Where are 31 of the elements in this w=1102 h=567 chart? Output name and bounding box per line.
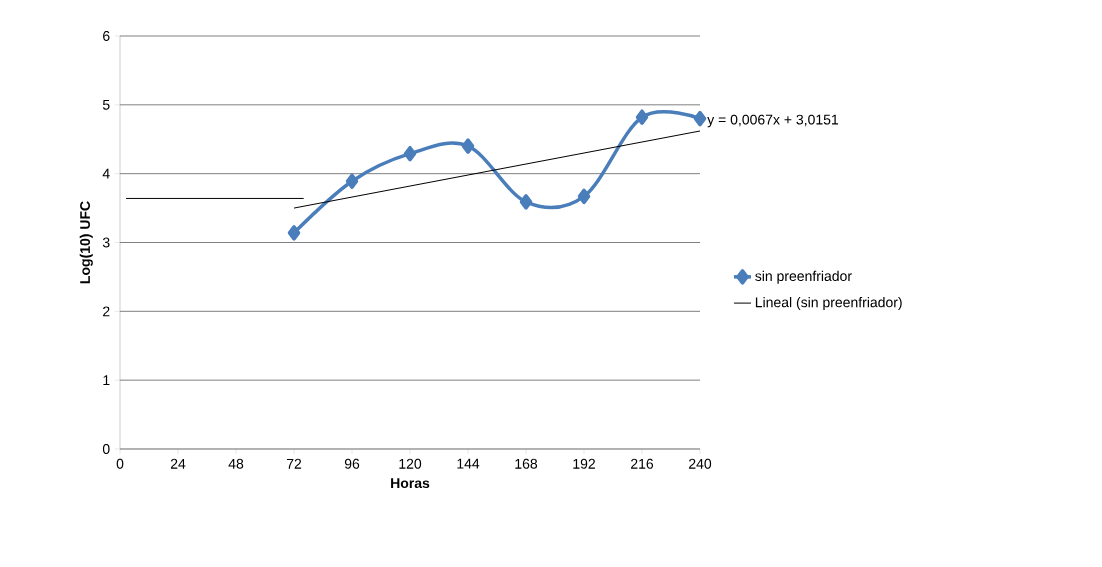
y-tick-label: 0 (102, 444, 110, 454)
x-tick-label: 72 (286, 458, 302, 469)
point (577, 188, 591, 205)
x-tick-label: 48 (228, 458, 244, 469)
point (461, 138, 475, 154)
y-tick-label: 4 (102, 168, 110, 179)
point (635, 109, 649, 125)
y-tick-label: 2 (103, 306, 110, 317)
x-tick-label: 240 (689, 458, 712, 469)
x-tick-label: 0 (116, 458, 124, 469)
y-axis-title: Log(10) UFC (79, 201, 93, 284)
x-tick-label: 144 (457, 458, 480, 469)
x-tick-label: 120 (399, 458, 422, 469)
point (287, 225, 301, 241)
legend-label: sin preenfriador (755, 270, 852, 284)
annotation: y = 0,0067x + 3,0151 (707, 114, 839, 128)
point (693, 110, 707, 127)
y-tick-label: 5 (102, 99, 110, 110)
y-tick-label: 6 (103, 31, 110, 41)
point (519, 194, 533, 210)
x-tick-label: 168 (515, 458, 538, 469)
point (345, 173, 359, 189)
x-tick-label: 96 (344, 458, 360, 469)
x-axis-title: Horas (391, 478, 430, 489)
x-tick-label: 216 (631, 458, 654, 469)
x-tick-label: 192 (573, 458, 595, 469)
point (403, 145, 417, 162)
x-tick-label: 24 (170, 458, 186, 469)
legend-label: Lineal (sin preenfriador) (755, 296, 902, 311)
y-tick-label: 3 (102, 237, 110, 248)
y-tick-label: 1 (103, 375, 110, 385)
